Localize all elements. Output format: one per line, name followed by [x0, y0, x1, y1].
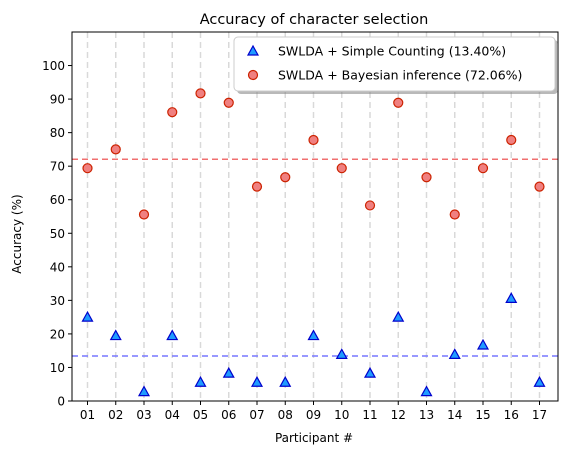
data-point — [534, 181, 545, 192]
data-point — [109, 329, 122, 341]
x-tick-label: 01 — [80, 408, 95, 422]
data-point — [110, 144, 121, 155]
x-tick-label: 16 — [504, 408, 519, 422]
y-axis: 0 10 20 30 40 50 60 70 80 90 100 — [42, 59, 72, 409]
data-point — [335, 348, 348, 359]
y-tick-label: 10 — [50, 361, 65, 375]
y-tick-label: 20 — [50, 327, 65, 341]
data-point — [138, 209, 150, 220]
data-point — [420, 385, 433, 397]
series-2 — [82, 88, 545, 220]
data-point — [250, 375, 264, 387]
x-tick-label: 02 — [108, 408, 123, 422]
data-point — [195, 88, 206, 99]
x-tick-label: 09 — [306, 408, 321, 422]
x-tick-label: 10 — [334, 408, 349, 422]
data-point — [82, 163, 93, 174]
data-point — [421, 172, 432, 183]
data-point — [477, 163, 489, 174]
x-tick-label: 14 — [447, 408, 462, 422]
data-point — [392, 310, 405, 322]
data-point — [81, 310, 94, 322]
y-tick-label: 0 — [57, 395, 65, 409]
legend-marker — [247, 69, 259, 81]
data-point — [166, 329, 179, 341]
data-point — [533, 375, 546, 387]
x-tick-label: 15 — [475, 408, 490, 422]
data-point — [364, 200, 376, 211]
x-tick-label: 05 — [193, 408, 208, 422]
y-tick-label: 70 — [50, 160, 65, 174]
y-tick-label: 90 — [50, 93, 65, 107]
x-tick-label: 07 — [249, 408, 264, 422]
data-points — [81, 88, 546, 397]
data-point — [194, 375, 207, 387]
y-tick-label: 30 — [50, 294, 65, 308]
x-tick-label: 12 — [391, 408, 406, 422]
y-tick-label: 50 — [50, 227, 65, 241]
y-tick-label: 80 — [50, 126, 65, 140]
data-point — [167, 107, 178, 118]
y-tick-label: 40 — [50, 260, 65, 274]
data-point — [449, 209, 460, 220]
data-point — [448, 348, 461, 359]
data-point — [137, 385, 151, 397]
data-point — [308, 134, 319, 146]
x-tick-label: 11 — [362, 408, 377, 422]
data-point — [336, 163, 347, 174]
axes-frame — [71, 31, 559, 402]
data-point — [222, 366, 235, 378]
x-axis: 01 02 03 04 05 06 07 08 09 10 11 12 13 14 15 16 17 — [80, 401, 547, 422]
x-tick-label: 17 — [532, 408, 547, 422]
data-point — [505, 292, 518, 303]
y-tick-label: 100 — [42, 59, 65, 73]
data-point — [279, 375, 292, 387]
data-point — [223, 97, 234, 108]
legend-label: SWLDA + Bayesian inference (72.06%) — [278, 68, 522, 83]
x-tick-label: 03 — [136, 408, 151, 422]
legend: SWLDA + Simple Counting (13.40%) SWLDA + … — [233, 36, 558, 94]
data-point — [307, 329, 320, 341]
x-tick-label: 08 — [278, 408, 293, 422]
legend-marker — [246, 44, 260, 56]
series-1 — [81, 292, 546, 397]
data-point — [363, 366, 377, 378]
legend-box — [233, 36, 556, 92]
data-point — [280, 172, 291, 183]
data-point — [476, 338, 490, 350]
mean-lines — [72, 158, 558, 357]
y-tick-label: 60 — [50, 193, 65, 207]
x-axis-label: Participant # — [275, 431, 353, 445]
chart-title: Accuracy of character selection — [200, 12, 429, 28]
legend-label: SWLDA + Simple Counting (13.40%) — [278, 44, 506, 59]
data-point — [251, 181, 263, 192]
x-tick-label: 04 — [165, 408, 180, 422]
data-point — [393, 97, 404, 108]
x-tick-label: 13 — [419, 408, 434, 422]
data-point — [506, 134, 517, 146]
x-tick-label: 06 — [221, 408, 236, 422]
y-axis-label: Accuracy (%) — [10, 194, 24, 273]
plot-frame — [71, 31, 559, 402]
